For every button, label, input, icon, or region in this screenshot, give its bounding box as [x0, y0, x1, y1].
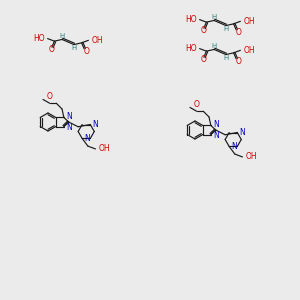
Text: OH: OH — [245, 152, 257, 161]
Text: O: O — [194, 100, 200, 109]
Text: H: H — [59, 33, 65, 39]
Text: H: H — [223, 55, 229, 61]
Text: HO: HO — [33, 34, 45, 43]
Text: O: O — [201, 26, 207, 35]
Text: O: O — [235, 28, 241, 37]
Text: O: O — [47, 92, 52, 101]
Text: O: O — [49, 45, 55, 54]
Text: N: N — [213, 130, 219, 140]
Text: HO: HO — [185, 15, 196, 24]
Text: N: N — [92, 120, 98, 129]
Text: N: N — [213, 121, 219, 130]
Text: HO: HO — [185, 44, 196, 53]
Text: OH: OH — [243, 17, 255, 26]
Text: OH: OH — [98, 144, 110, 153]
Text: O: O — [201, 55, 207, 64]
Text: H: H — [71, 45, 76, 51]
Text: OH: OH — [243, 46, 255, 55]
Text: H: H — [212, 43, 217, 49]
Text: H: H — [212, 14, 217, 20]
Text: N: N — [66, 112, 72, 122]
Text: O: O — [83, 47, 89, 56]
Text: N: N — [239, 128, 245, 137]
Text: OH: OH — [92, 36, 103, 45]
Text: O: O — [235, 57, 241, 66]
Text: N: N — [231, 142, 237, 151]
Text: N: N — [66, 122, 72, 131]
Text: N: N — [84, 134, 90, 143]
Text: H: H — [223, 26, 229, 32]
